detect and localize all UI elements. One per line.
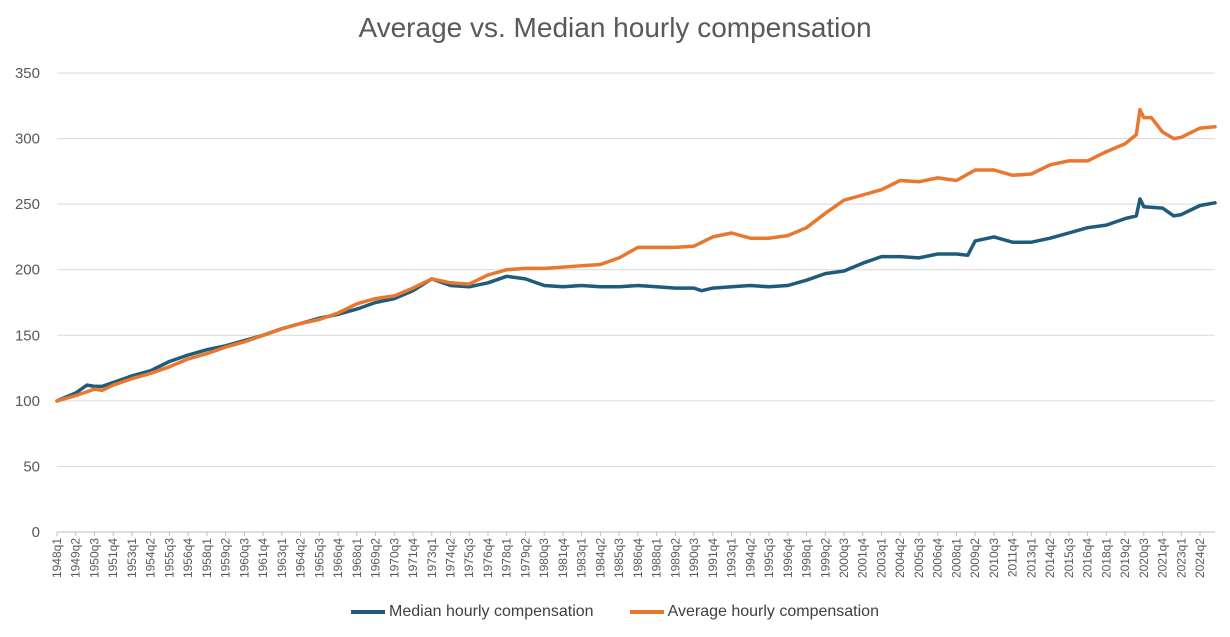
x-tick-label: 1973q1 — [425, 538, 439, 578]
x-tick-label: 2018q1 — [1099, 538, 1113, 578]
y-tick-label: 300 — [15, 131, 40, 148]
x-tick-label: 1996q4 — [781, 538, 795, 578]
x-tick-label: 1990q3 — [687, 538, 701, 578]
x-tick-label: 1989q2 — [668, 538, 682, 578]
x-tick-label: 1998q1 — [800, 538, 814, 578]
x-tick-label: 1978q1 — [500, 538, 514, 578]
x-tick-label: 1994q2 — [743, 538, 757, 578]
x-tick-label: 2008q1 — [949, 538, 963, 578]
legend-label-average: Average hourly compensation — [667, 603, 879, 620]
x-tick-label: 1951q4 — [106, 538, 120, 578]
y-axis: 0 50 100 150 200 250 300 350 — [15, 65, 40, 541]
legend-item-average: Average hourly compensation — [629, 603, 879, 621]
y-tick-label: 350 — [15, 65, 40, 82]
x-tick-label: 2001q4 — [856, 538, 870, 578]
series-line-average — [55, 107, 1217, 403]
x-tick-label: 1988q1 — [650, 538, 664, 578]
y-tick-label: 50 — [23, 458, 40, 475]
y-tick-label: 150 — [15, 327, 40, 344]
x-tick-label: 2009q2 — [968, 538, 982, 578]
x-tick-label: 2004q2 — [893, 538, 907, 578]
x-tick-label: 1970q3 — [387, 538, 401, 578]
x-tick-label: 1968q1 — [350, 538, 364, 578]
x-tick-label: 2021q4 — [1156, 538, 1170, 578]
x-tick-label: 1958q1 — [200, 538, 214, 578]
y-tick-label: 250 — [15, 196, 40, 213]
x-tick-label: 1971q4 — [406, 538, 420, 578]
x-tick-label: 2013q1 — [1024, 538, 1038, 578]
x-tick-label: 1969q2 — [369, 538, 383, 578]
x-tick-label: 1983q1 — [575, 538, 589, 578]
x-tick-label: 2011q4 — [1006, 538, 1020, 577]
x-tick-label: 2005q3 — [912, 538, 926, 578]
x-tick-label: 1950q3 — [87, 538, 101, 578]
x-tick-label: 1980q3 — [537, 538, 551, 578]
y-tick-label: 200 — [15, 262, 40, 279]
x-tick-label: 1966q4 — [331, 538, 345, 578]
x-tick-label: 1964q2 — [294, 538, 308, 578]
legend: Median hourly compensation Average hourl… — [0, 603, 1230, 621]
x-tick-label: 1985q3 — [612, 538, 626, 578]
chart-title: Average vs. Median hourly compensation — [358, 12, 872, 43]
x-tick-label: 1949q2 — [69, 538, 83, 578]
x-tick-label: 1965q3 — [312, 538, 326, 578]
y-tick-label: 100 — [15, 393, 40, 410]
x-tick-label: 1993q1 — [725, 538, 739, 578]
x-axis: 1948q1 1949q2 1950q3 1951q4 1953q1 1954q2 1955… — [50, 532, 1207, 578]
gridlines — [57, 72, 1215, 533]
legend-swatch-average — [629, 610, 664, 614]
x-tick-label: 1961q4 — [256, 538, 270, 578]
x-tick-label: 2019q2 — [1118, 538, 1132, 578]
legend-swatch-median — [351, 610, 386, 614]
x-tick-label: 1976q4 — [481, 538, 495, 578]
x-tick-label: 1999q2 — [818, 538, 832, 578]
legend-item-median: Median hourly compensation — [351, 603, 594, 621]
x-tick-label: 1991q4 — [706, 538, 720, 578]
series-lines — [55, 107, 1217, 403]
x-tick-label: 2016q4 — [1081, 538, 1095, 578]
x-tick-label: 1960q3 — [237, 538, 251, 578]
x-tick-label: 2003q1 — [874, 538, 888, 578]
legend-label-median: Median hourly compensation — [389, 603, 594, 620]
x-tick-label: 1963q1 — [275, 538, 289, 578]
x-tick-label: 1986q4 — [631, 538, 645, 578]
x-tick-label: 1948q1 — [50, 538, 64, 578]
x-tick-label: 1954q2 — [144, 538, 158, 578]
x-tick-label: 2023q1 — [1174, 538, 1188, 578]
x-tick-label: 1959q2 — [219, 538, 233, 578]
x-tick-label: 1955q3 — [162, 538, 176, 578]
x-tick-label: 1975q3 — [462, 538, 476, 578]
x-tick-label: 2024q2 — [1193, 538, 1207, 578]
x-tick-label: 1981q4 — [556, 538, 570, 578]
x-tick-label: 1979q2 — [518, 538, 532, 578]
x-tick-label: 1956q4 — [181, 538, 195, 578]
x-tick-label: 2000q3 — [837, 538, 851, 578]
x-tick-label: 1984q2 — [593, 538, 607, 578]
x-tick-label: 1995q3 — [762, 538, 776, 578]
x-tick-label: 2020q3 — [1137, 538, 1151, 578]
x-tick-label: 1974q2 — [443, 538, 457, 578]
x-tick-label: 1953q1 — [125, 538, 139, 578]
series-line-median — [55, 197, 1217, 403]
y-tick-label: 0 — [32, 524, 40, 541]
x-tick-label: 2014q2 — [1043, 538, 1057, 578]
x-tick-label: 2015q3 — [1062, 538, 1076, 578]
x-tick-label: 2010q3 — [987, 538, 1001, 578]
x-tick-label: 2006q4 — [931, 538, 945, 578]
